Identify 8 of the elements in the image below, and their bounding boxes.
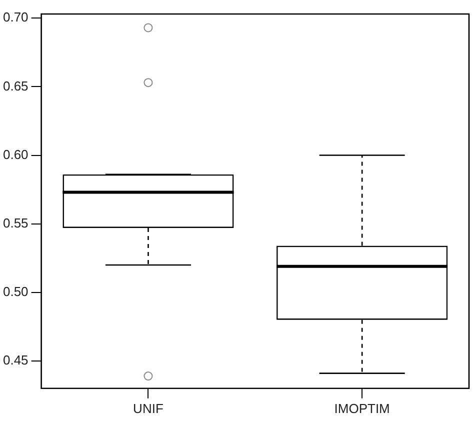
x-tick-label: UNIF — [133, 400, 164, 416]
y-tick-label: 0.55 — [2, 215, 28, 230]
y-tick-label: 0.50 — [2, 284, 28, 299]
y-tick-label: 0.45 — [2, 352, 28, 368]
y-tick-label: 0.65 — [2, 78, 28, 94]
x-tick-label: IMOPTIM — [334, 400, 390, 416]
y-tick-label: 0.60 — [2, 146, 28, 162]
y-tick-label: 0.70 — [2, 10, 28, 25]
